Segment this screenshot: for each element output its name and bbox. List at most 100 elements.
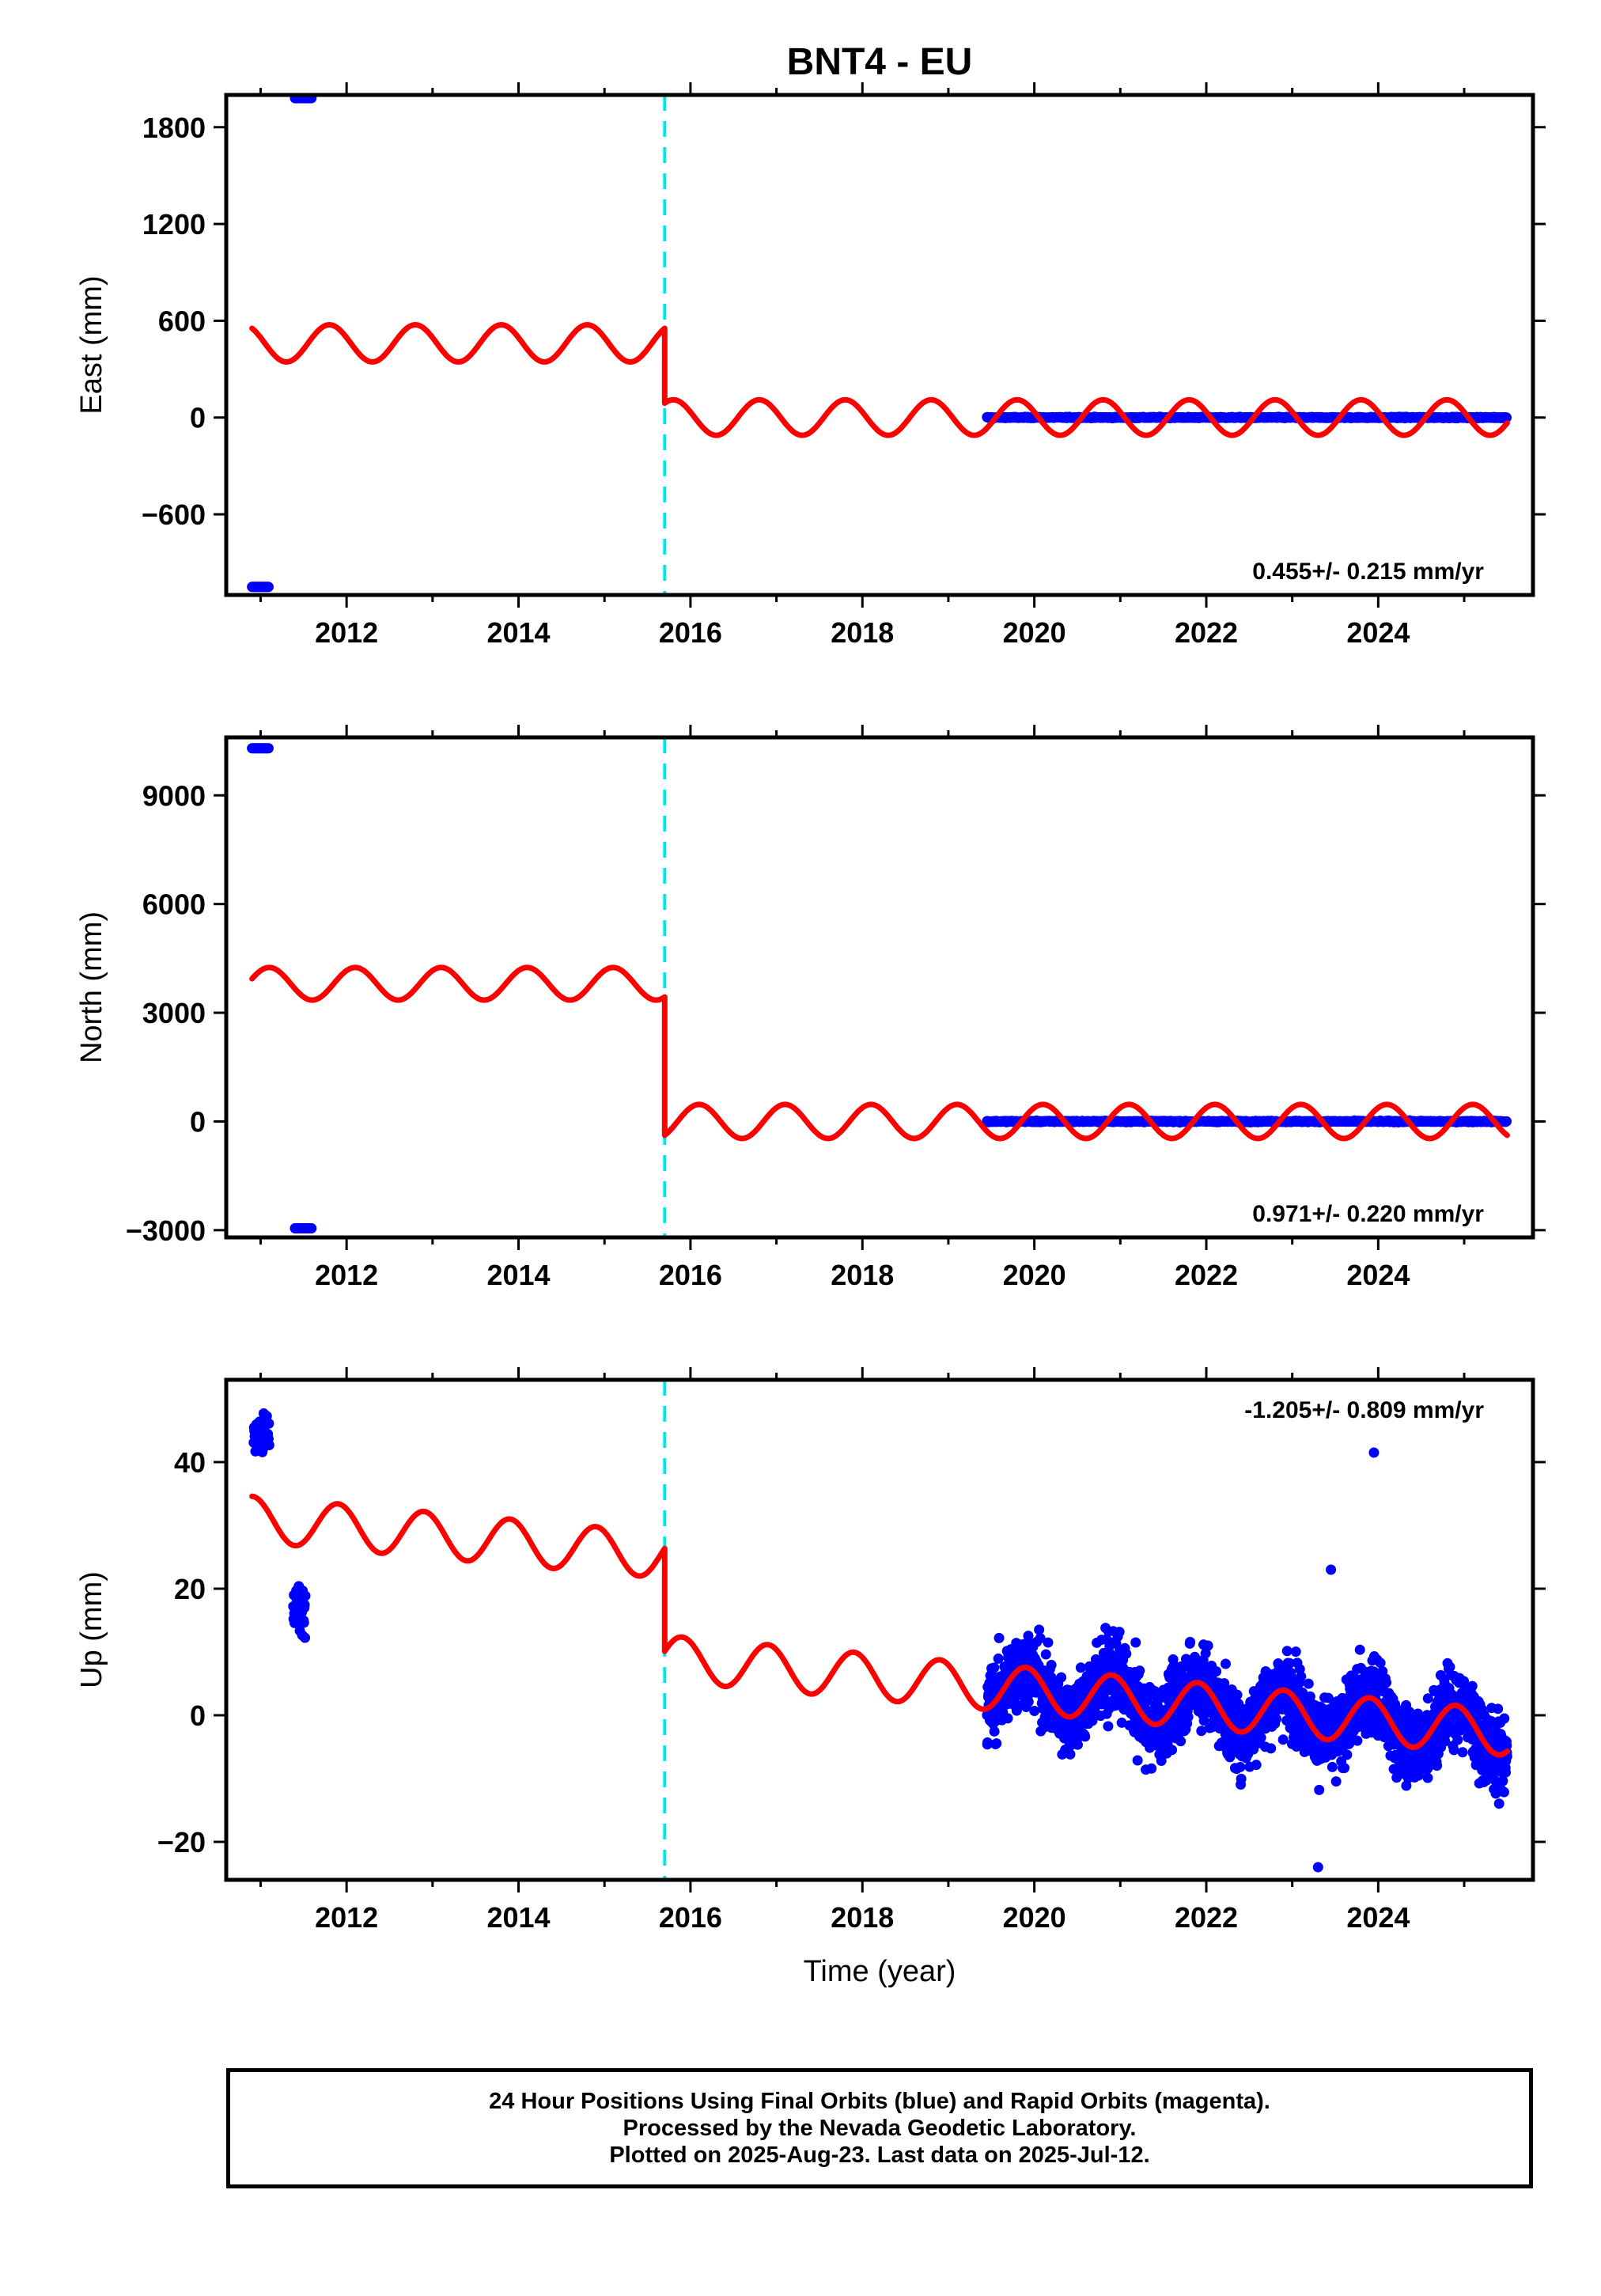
north-x-tick-label: 2022 (1175, 1259, 1238, 1291)
north-x-tick-label: 2012 (315, 1259, 378, 1291)
north-x-tick-label: 2014 (486, 1259, 550, 1291)
up-data-point (1114, 1627, 1125, 1638)
up-data-point (1219, 1678, 1230, 1689)
north-model-curve (249, 964, 1510, 1142)
north-y-tick-label: 9000 (142, 779, 206, 812)
north-outlier-point (306, 1223, 317, 1234)
up-data-point (1375, 1658, 1386, 1669)
north-y-tick-label: 6000 (142, 888, 206, 921)
up-outlier-point (300, 1590, 311, 1601)
up-data-point (1040, 1649, 1051, 1660)
north-x-tick-label: 2018 (831, 1259, 894, 1291)
up-data-point (989, 1662, 1000, 1673)
up-rate-label: -1.205+/- 0.809 mm/yr (1244, 1397, 1484, 1423)
up-data-point (1080, 1731, 1091, 1742)
east-plot-area (247, 95, 1512, 595)
up-data-point (1023, 1696, 1034, 1707)
up-outlier-point (300, 1632, 311, 1643)
up-data-point (1236, 1773, 1247, 1784)
up-y-tick-label: 0 (190, 1699, 206, 1732)
east-y-tick-label: 0 (190, 402, 206, 434)
east-y-tick-label: 1800 (142, 112, 206, 144)
north-y-tick-label: 0 (190, 1105, 206, 1138)
up-data-point (1390, 1699, 1401, 1710)
north-rate-label: 0.971+/- 0.220 mm/yr (1252, 1201, 1484, 1227)
east-outlier-point (263, 582, 274, 593)
north-x-ticks (259, 725, 1466, 1250)
east-x-ticks (259, 82, 1466, 608)
up-outlier-point (299, 1599, 310, 1610)
up-data-point (1296, 1671, 1307, 1682)
up-data-point (1354, 1644, 1365, 1655)
up-data-point (1277, 1734, 1289, 1745)
east-y-axis-label: East (mm) (75, 275, 108, 414)
up-data-point (1271, 1714, 1282, 1725)
up-data-point (1056, 1672, 1067, 1683)
up-data-point (1497, 1775, 1508, 1786)
up-x-ticks (259, 1367, 1466, 1892)
up-data-points (248, 1408, 1512, 1873)
east-rate-label: 0.455+/- 0.215 mm/yr (1252, 559, 1484, 585)
up-data-point (1303, 1678, 1314, 1689)
up-data-point (1422, 1772, 1433, 1783)
up-data-point (1381, 1677, 1392, 1688)
up-data-point (1444, 1661, 1455, 1673)
footer-box: 24 Hour Positions Using Final Orbits (bl… (226, 2068, 1533, 2188)
up-y-tick-label: −20 (157, 1826, 206, 1858)
up-panel: 2012 2014 2016 2018 2020 2022 2024 40 20 0 −20 Up (… (75, 1367, 1546, 1934)
up-data-point (1035, 1633, 1046, 1644)
up-data-point (1452, 1734, 1463, 1745)
up-data-point (1493, 1703, 1504, 1714)
east-panel: 2012 2014 2016 2018 2020 2022 2024 1800 1200 600 0… (75, 82, 1546, 649)
up-data-point (1132, 1755, 1143, 1766)
up-data-point (1211, 1665, 1222, 1677)
north-x-tick-label: 2024 (1346, 1259, 1410, 1291)
up-data-point (1499, 1713, 1510, 1724)
up-data-point (1432, 1760, 1443, 1771)
up-x-tick-label: 2018 (831, 1901, 894, 1934)
north-outlier-point (263, 743, 274, 754)
up-data-point (1156, 1755, 1167, 1766)
up-x-tick-label: 2016 (659, 1901, 722, 1934)
up-data-point (982, 1737, 993, 1748)
north-y-ticks (214, 794, 1546, 1232)
up-data-point (1314, 1784, 1325, 1795)
up-x-tick-label: 2020 (1003, 1901, 1066, 1934)
up-y-axis-label: Up (mm) (75, 1571, 108, 1688)
up-data-point (1183, 1711, 1194, 1722)
north-data-points (247, 743, 1512, 1234)
up-data-point (1232, 1689, 1243, 1700)
up-data-point (1075, 1662, 1086, 1673)
up-data-point (1498, 1786, 1509, 1798)
north-data-point (1501, 1116, 1512, 1127)
up-data-point (1146, 1763, 1157, 1774)
east-x-tick-label: 2022 (1175, 616, 1238, 649)
east-x-tick-label: 2018 (831, 616, 894, 649)
north-frame (224, 735, 1535, 1240)
up-y-tick-label: 40 (174, 1446, 206, 1479)
east-outlier-point (306, 95, 317, 104)
north-x-tick-label: 2020 (1003, 1259, 1066, 1291)
up-x-tick-label: 2024 (1346, 1901, 1410, 1934)
footer-line-orbits: 24 Hour Positions Using Final Orbits (bl… (489, 2089, 1270, 2114)
footer-line-processed: Processed by the Nevada Geodetic Laborat… (623, 2116, 1137, 2141)
north-y-tick-label: 3000 (142, 997, 206, 1029)
up-x-tick-label: 2012 (315, 1901, 378, 1934)
up-outlier-point (263, 1440, 274, 1451)
up-data-point (1046, 1659, 1057, 1670)
up-data-point (1327, 1761, 1338, 1772)
up-data-point (1304, 1691, 1315, 1702)
up-x-tick-label: 2014 (486, 1901, 550, 1934)
up-extra-point (1368, 1447, 1380, 1458)
east-y-tick-label: 600 (158, 305, 206, 337)
up-data-point (1422, 1693, 1433, 1704)
east-y-tick-label: −600 (142, 498, 206, 531)
up-data-point (1130, 1637, 1141, 1648)
up-data-point (1342, 1749, 1353, 1760)
up-data-point (1175, 1736, 1187, 1747)
up-data-point (1501, 1767, 1512, 1778)
up-data-point (994, 1632, 1005, 1643)
up-data-point (993, 1653, 1004, 1664)
up-data-point (1185, 1636, 1196, 1647)
up-data-point (1121, 1648, 1132, 1659)
